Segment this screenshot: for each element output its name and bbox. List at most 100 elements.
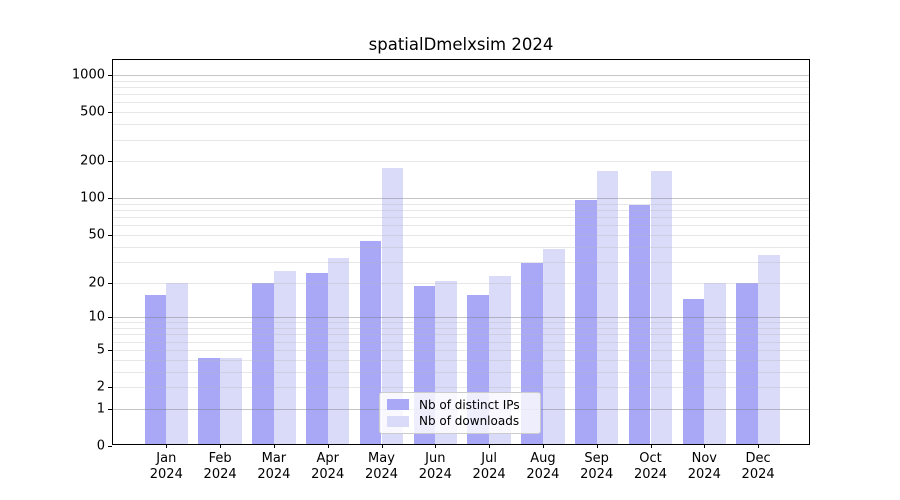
x-tick-label: Jun 2024: [418, 451, 452, 482]
bar-downloads: [327, 257, 350, 444]
y-tick-mark: [108, 387, 112, 388]
bar-downloads: [650, 171, 673, 444]
y-gridline-minor: [113, 203, 809, 205]
y-tick-label: 5: [96, 342, 105, 358]
chart-title: spatialDmelxsim 2024: [368, 35, 554, 54]
y-gridline-minor: [113, 359, 809, 361]
x-tick-label: Apr 2024: [311, 451, 345, 482]
y-gridline-minor: [113, 225, 809, 227]
bar-distinct-ips: [682, 298, 705, 444]
bar-distinct-ips: [144, 295, 167, 444]
plot-area: 0 1 2 5 10 20 50 100 200 500 1000 Jan 2024 Feb 2024 M…: [72, 59, 810, 482]
bar-downloads: [166, 283, 188, 444]
legend-label-distinct-ips: Nb of distinct IPs: [419, 397, 520, 412]
x-tick-mark: [381, 444, 383, 448]
x-tick-mark: [435, 444, 437, 448]
y-gridline-minor: [113, 139, 809, 141]
x-tick-mark: [542, 444, 544, 448]
bar-downloads: [542, 248, 565, 444]
y-tick-mark: [108, 161, 112, 163]
y-gridline-minor: [113, 371, 809, 373]
y-tick-mark: [108, 198, 112, 200]
y-tick-mark: [108, 234, 112, 236]
x-tick-label: Nov 2024: [687, 451, 721, 482]
y-gridline-minor: [113, 102, 809, 104]
legend-swatch-downloads: [387, 415, 409, 427]
x-tick-mark: [273, 444, 275, 448]
bar-distinct-ips: [736, 283, 759, 444]
y-gridline-minor: [113, 94, 809, 96]
y-tick-label: 100: [80, 190, 105, 206]
bar-downloads: [273, 271, 296, 444]
y-tick-mark: [108, 349, 112, 351]
bar-distinct-ips: [359, 240, 382, 444]
y-gridline-minor: [113, 282, 809, 284]
x-tick-mark: [650, 444, 652, 448]
y-gridline-minor: [113, 112, 809, 114]
y-gridline-minor: [113, 261, 809, 263]
bar-downloads: [381, 167, 404, 444]
y-gridline-minor: [113, 210, 809, 212]
y-gridline-major: [113, 198, 809, 200]
legend-item-distinct-ips: Nb of distinct IPs: [380, 398, 540, 412]
x-tick-label: Jul 2024: [472, 451, 506, 482]
y-gridline-minor: [113, 328, 809, 329]
y-gridline-major: [113, 74, 809, 76]
y-gridline-minor: [113, 86, 809, 88]
y-tick-label: 1: [96, 401, 105, 417]
legend-label-downloads: Nb of downloads: [419, 414, 520, 429]
y-tick-label: 20: [88, 275, 105, 290]
y-gridline-minor: [113, 234, 809, 236]
bar-distinct-ips: [252, 283, 274, 444]
y-gridline-minor: [113, 349, 809, 351]
y-gridline-minor: [113, 387, 809, 388]
x-tick-mark: [596, 444, 598, 448]
y-tick-mark: [108, 282, 112, 284]
x-tick-label: Oct 2024: [633, 451, 668, 482]
y-gridline-minor: [113, 124, 809, 126]
x-tick-label: May 2024: [364, 451, 399, 482]
y-gridline-minor: [113, 80, 809, 82]
y-tick-label: 10: [88, 309, 105, 325]
bar-distinct-ips: [306, 273, 328, 444]
y-gridline-minor: [113, 161, 809, 163]
legend: Nb of distinct IPs Nb of downloads: [379, 392, 541, 434]
x-tick-mark: [758, 444, 760, 448]
x-tick-mark: [704, 444, 706, 448]
y-tick-label: 0: [96, 438, 105, 454]
bar-distinct-ips: [198, 357, 221, 444]
y-gridline-minor: [113, 246, 809, 248]
bar-downloads: [596, 171, 619, 444]
x-tick-label: Aug 2024: [526, 451, 560, 482]
bar-downloads: [704, 283, 726, 444]
y-tick-label: 200: [80, 153, 105, 169]
y-gridline-minor: [113, 217, 809, 219]
y-tick-label: 1000: [71, 67, 105, 83]
y-tick-label: 50: [88, 227, 105, 243]
y-tick-label: 500: [80, 104, 105, 120]
x-tick-mark: [327, 444, 329, 448]
bar-downloads: [758, 254, 780, 444]
bar-distinct-ips: [628, 204, 651, 444]
y-tick-mark: [108, 317, 112, 319]
x-tick-label: Mar 2024: [257, 451, 291, 482]
x-tick-label: Dec 2024: [741, 451, 775, 482]
x-tick-mark: [220, 444, 222, 448]
y-gridline-minor: [113, 322, 809, 324]
bar-downloads: [220, 357, 242, 444]
x-tick-mark: [489, 444, 491, 448]
y-gridline-major: [113, 317, 809, 319]
y-gridline-minor: [113, 341, 809, 343]
y-tick-mark: [108, 408, 112, 410]
y-tick-mark: [108, 74, 112, 76]
x-tick-label: Feb 2024: [203, 451, 237, 482]
legend-swatch-distinct-ips: [387, 399, 409, 411]
x-tick-label: Jan 2024: [149, 451, 183, 482]
y-gridline-minor: [113, 334, 809, 336]
x-tick-mark: [166, 444, 168, 448]
bar-distinct-ips: [575, 200, 597, 444]
y-tick-label: 2: [96, 379, 105, 395]
x-tick-label: Sep 2024: [580, 451, 614, 482]
y-tick-mark: [108, 446, 112, 447]
